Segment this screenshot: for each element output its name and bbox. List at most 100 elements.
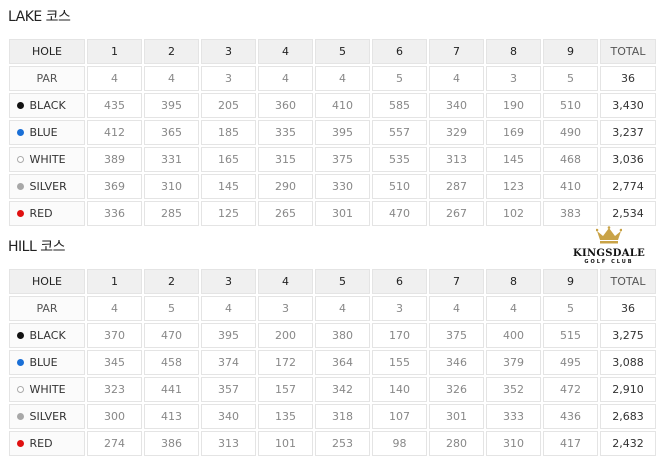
distance-cell: 330 [315,174,370,199]
distance-cell: 413 [144,404,199,429]
par-row: PAR 4 5 4 3 4 3 4 4 5 36 [9,296,656,321]
header-cell: 3 [201,269,256,294]
course-title: LAKE 코스 [8,9,71,25]
distance-cell: 170 [372,323,427,348]
distance-cell: 441 [144,377,199,402]
tee-row-white: WHITE 323 441 357 157 342 140 326 352 472 2,910 [9,377,656,402]
distance-cell: 145 [201,174,256,199]
distance-cell: 340 [201,404,256,429]
header-cell: 8 [486,39,541,64]
header-cell: HOLE [9,39,85,64]
tee-color-dot-icon [16,156,24,163]
row-label: PAR [9,66,85,91]
par-cell: 5 [372,66,427,91]
distance-cell: 155 [372,350,427,375]
row-label: BLUE [9,350,85,375]
distance-cell: 352 [486,377,541,402]
distance-cell: 335 [258,120,313,145]
header-cell: 9 [543,269,598,294]
distance-cell: 318 [315,404,370,429]
tee-label: RED [29,437,53,450]
distance-total: 2,683 [600,404,656,429]
distance-total: 3,237 [600,120,656,145]
distance-total: 3,036 [600,147,656,172]
header-cell: 6 [372,269,427,294]
header-cell: 8 [486,269,541,294]
distance-cell: 470 [144,323,199,348]
distance-cell: 145 [486,147,541,172]
distance-cell: 389 [87,147,142,172]
distance-cell: 386 [144,431,199,456]
tee-row-blue: BLUE 345 458 374 172 364 155 346 379 495 3,088 [9,350,656,375]
distance-cell: 101 [258,431,313,456]
par-cell: 3 [201,66,256,91]
distance-cell: 135 [258,404,313,429]
tee-label: SILVER [29,180,67,193]
header-cell: 9 [543,39,598,64]
header-cell: 1 [87,39,142,64]
distance-total: 3,430 [600,93,656,118]
par-cell: 5 [144,296,199,321]
distance-cell: 190 [486,93,541,118]
distance-cell: 326 [429,377,484,402]
distance-total: 2,910 [600,377,656,402]
par-cell: 4 [258,66,313,91]
row-label: RED [9,201,85,226]
header-cell: 7 [429,269,484,294]
tee-label: BLACK [29,329,66,342]
distance-cell: 364 [315,350,370,375]
distance-cell: 395 [201,323,256,348]
par-cell: 4 [87,296,142,321]
tee-row-red: RED 336 285 125 265 301 470 267 102 383 2,534 [9,201,656,226]
tee-row-blue: BLUE 412 365 185 335 395 557 329 169 490 3,237 [9,120,656,145]
distance-cell: 185 [201,120,256,145]
distance-cell: 470 [372,201,427,226]
distance-cell: 557 [372,120,427,145]
distance-total: 2,432 [600,431,656,456]
header-cell: 2 [144,39,199,64]
distance-cell: 346 [429,350,484,375]
par-cell: 4 [144,66,199,91]
distance-cell: 253 [315,431,370,456]
header-cell: 3 [201,39,256,64]
header-cell: 2 [144,269,199,294]
distance-cell: 342 [315,377,370,402]
tee-row-white: WHITE 389 331 165 315 375 535 313 145 468 3,036 [9,147,656,172]
par-cell: 3 [486,66,541,91]
row-label: RED [9,431,85,456]
course-title: HILL 코스 [8,239,65,255]
distance-total: 3,088 [600,350,656,375]
par-cell: 5 [543,296,598,321]
distance-cell: 395 [315,120,370,145]
distance-cell: 267 [429,201,484,226]
tee-color-dot-icon [16,386,24,393]
distance-cell: 107 [372,404,427,429]
row-label: SILVER [9,174,85,199]
distance-cell: 379 [486,350,541,375]
distance-cell: 472 [543,377,598,402]
par-cell: 4 [429,66,484,91]
distance-cell: 310 [144,174,199,199]
distance-cell: 340 [429,93,484,118]
distance-total: 2,774 [600,174,656,199]
distance-total: 3,275 [600,323,656,348]
row-label: WHITE [9,147,85,172]
distance-cell: 200 [258,323,313,348]
distance-cell: 205 [201,93,256,118]
row-label: SILVER [9,404,85,429]
distance-cell: 287 [429,174,484,199]
distance-cell: 290 [258,174,313,199]
distance-cell: 323 [87,377,142,402]
par-cell: 3 [258,296,313,321]
distance-cell: 370 [87,323,142,348]
header-cell: 5 [315,39,370,64]
par-cell: 4 [429,296,484,321]
par-total: 36 [600,66,656,91]
distance-cell: 140 [372,377,427,402]
header-row: HOLE 1 2 3 4 5 6 7 8 9 TOTAL [9,39,656,64]
tee-label: WHITE [29,383,66,396]
distance-cell: 417 [543,431,598,456]
distance-cell: 375 [429,323,484,348]
distance-cell: 410 [315,93,370,118]
tee-color-dot-icon [16,332,24,339]
